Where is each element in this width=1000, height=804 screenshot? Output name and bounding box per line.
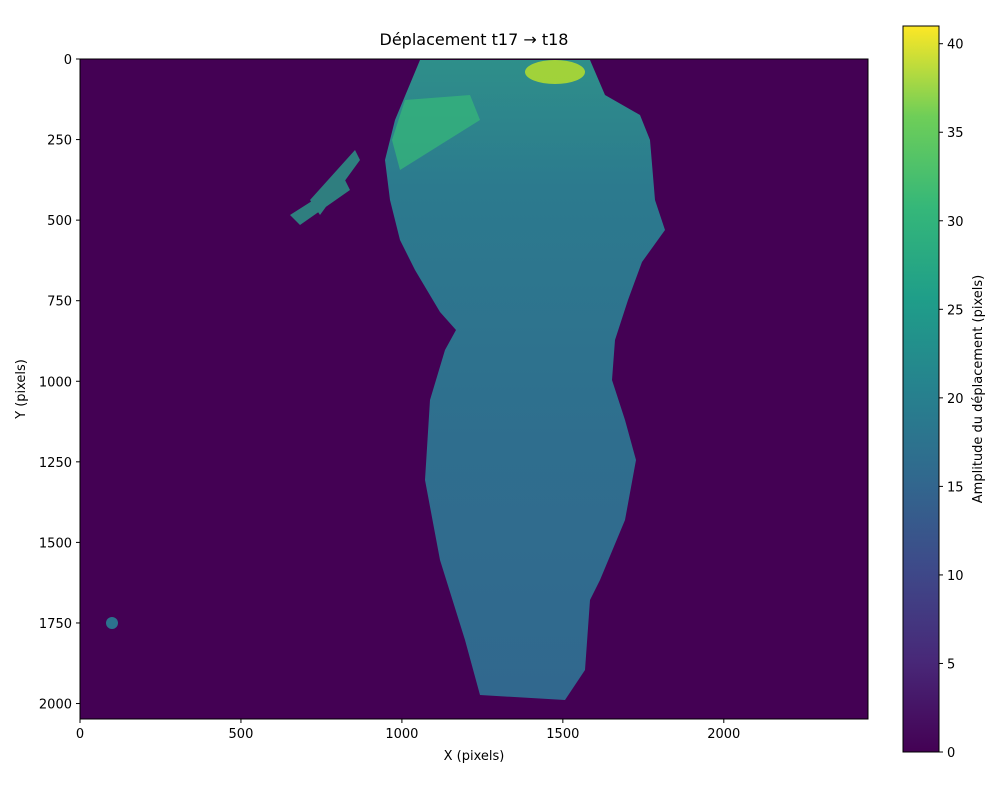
y-tick-label: 500 [47,214,72,229]
y-tick-label: 1250 [39,456,72,471]
colorbar-tick-label: 35 [947,126,964,141]
colorbar-tick-label: 10 [947,569,964,584]
chart-title: Déplacement t17 → t18 [380,30,569,49]
colorbar-tick-label: 20 [947,392,964,407]
colorbar-tick-label: 40 [947,38,964,53]
x-tick-label: 0 [76,727,84,742]
x-axis-label: X (pixels) [444,749,505,764]
y-tick-label: 2000 [39,698,72,713]
y-axis-label: Y (pixels) [14,359,29,420]
x-tick-label: 1000 [385,727,418,742]
y-tick-label: 0 [64,53,72,68]
field-peak [525,60,585,84]
y-tick-label: 1750 [39,617,72,632]
colorbar-tick-label: 25 [947,303,964,318]
x-tick-label: 1500 [546,727,579,742]
x-tick-label: 2000 [707,727,740,742]
colorbar-tick-label: 0 [947,746,955,761]
colorbar-tick-label: 15 [947,480,964,495]
x-tick-label: 500 [229,727,254,742]
y-tick-label: 1500 [39,536,72,551]
colorbar-label: Amplitude du déplacement (pixels) [971,275,986,503]
displacement-field [106,60,665,700]
y-tick-label: 1000 [39,375,72,390]
plot-frame [79,58,869,720]
field-region [385,60,665,700]
colorbar [902,25,940,753]
field-highlight [392,95,480,170]
field-arm [290,150,360,225]
field-spot [106,617,118,629]
y-tick-label: 250 [47,134,72,149]
y-tick-label: 750 [47,295,72,310]
colorbar-tick-label: 30 [947,215,964,230]
colorbar-tick-label: 5 [947,657,955,672]
